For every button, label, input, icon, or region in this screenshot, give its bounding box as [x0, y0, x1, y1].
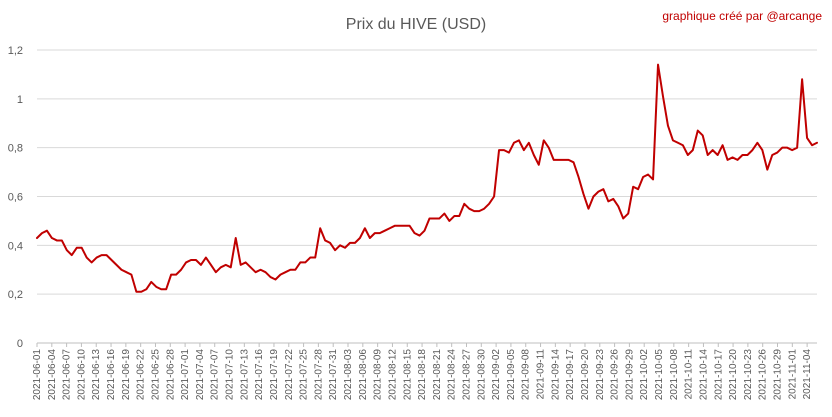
x-tick-label: 2021-08-03 — [343, 349, 354, 401]
x-tick-label: 2021-08-15 — [402, 349, 413, 401]
x-tick-label: 2021-09-29 — [624, 349, 635, 401]
x-tick-label: 2021-09-11 — [536, 349, 547, 400]
x-tick-label: 2021-10-11 — [684, 349, 695, 400]
x-tick-label: 2021-10-08 — [669, 349, 680, 401]
x-tick-label: 2021-11-04 — [802, 349, 813, 400]
x-tick-label: 2021-07-19 — [269, 349, 280, 401]
x-tick-label: 2021-06-01 — [32, 349, 43, 401]
x-tick-label: 2021-07-31 — [328, 349, 339, 401]
x-tick-label: 2021-09-17 — [565, 349, 576, 401]
x-tick-label: 2021-10-02 — [639, 349, 650, 401]
x-tick-label: 2021-08-09 — [373, 349, 384, 401]
x-tick-label: 2021-10-17 — [713, 349, 724, 401]
x-tick-label: 2021-06-07 — [62, 349, 73, 401]
x-tick-label: 2021-06-22 — [136, 349, 147, 401]
y-tick-label: 0,4 — [8, 240, 23, 252]
x-tick-label: 2021-10-05 — [654, 349, 665, 401]
x-tick-label: 2021-06-19 — [121, 349, 132, 401]
x-tick-label: 2021-07-10 — [225, 349, 236, 401]
x-tick-label: 2021-08-18 — [417, 349, 428, 401]
x-tick-label: 2021-10-20 — [728, 349, 739, 401]
x-tick-label: 2021-09-02 — [491, 349, 502, 401]
y-tick-label: 1,2 — [8, 45, 23, 57]
x-axis-ticks: 2021-06-01 2021-06-04 2021-06-07 2021-06-10… — [32, 343, 813, 400]
x-tick-label: 2021-06-13 — [91, 349, 102, 401]
x-tick-label: 2021-08-06 — [358, 349, 369, 401]
y-tick-label: 0,2 — [8, 289, 23, 301]
x-tick-label: 2021-08-24 — [447, 349, 458, 401]
x-tick-label: 2021-07-04 — [195, 349, 206, 401]
y-tick-label: 0 — [17, 338, 23, 350]
y-tick-label: 1 — [17, 94, 23, 106]
x-tick-label: 2021-07-22 — [284, 349, 295, 401]
x-tick-label: 2021-07-13 — [239, 349, 250, 401]
x-tick-label: 2021-08-12 — [387, 349, 398, 401]
x-tick-label: 2021-09-23 — [595, 349, 606, 401]
x-tick-label: 2021-06-28 — [165, 349, 176, 401]
price-series-line — [36, 63, 818, 293]
x-tick-label: 2021-09-08 — [521, 349, 532, 401]
x-tick-label: 2021-06-16 — [106, 349, 117, 401]
x-tick-label: 2021-06-04 — [47, 349, 58, 401]
y-axis-ticks: 0 0,2 0,4 0,6 0,8 1 1,2 — [8, 45, 23, 350]
chart-title: Prix du HIVE (USD) — [346, 16, 486, 33]
x-tick-label: 2021-06-10 — [76, 349, 87, 401]
x-tick-label: 2021-10-14 — [698, 349, 709, 401]
y-tick-label: 0,8 — [8, 143, 23, 155]
x-tick-label: 2021-06-25 — [150, 349, 161, 401]
x-tick-label: 2021-07-25 — [299, 349, 310, 401]
series-layer — [36, 63, 818, 293]
y-tick-label: 0,6 — [8, 192, 23, 204]
x-tick-label: 2021-10-26 — [758, 349, 769, 401]
x-tick-label: 2021-08-30 — [476, 349, 487, 401]
x-tick-label: 2021-10-29 — [773, 349, 784, 401]
gridlines — [37, 49, 817, 344]
x-tick-label: 2021-07-07 — [210, 349, 221, 401]
x-tick-label: 2021-11-01 — [787, 349, 798, 400]
x-tick-label: 2021-07-01 — [180, 349, 191, 401]
x-tick-label: 2021-07-28 — [313, 349, 324, 401]
x-tick-label: 2021-08-27 — [461, 349, 472, 401]
x-tick-label: 2021-09-26 — [610, 349, 621, 401]
x-tick-label: 2021-09-14 — [550, 349, 561, 401]
x-tick-label: 2021-08-21 — [432, 349, 443, 401]
chart-credit: graphique créé par @arcange — [662, 9, 822, 23]
x-tick-label: 2021-09-05 — [506, 349, 517, 401]
x-tick-label: 2021-09-20 — [580, 349, 591, 401]
x-tick-label: 2021-10-23 — [743, 349, 754, 401]
x-tick-label: 2021-07-16 — [254, 349, 265, 401]
